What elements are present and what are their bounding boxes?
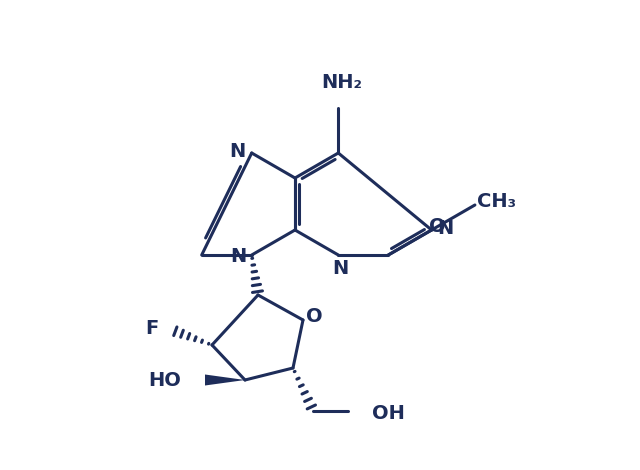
Text: N: N (438, 219, 454, 237)
Text: N: N (332, 259, 348, 279)
Text: N: N (230, 141, 246, 160)
Text: NH₂: NH₂ (321, 73, 362, 92)
Text: O: O (306, 307, 323, 327)
Text: OH: OH (372, 404, 405, 423)
Text: F: F (145, 319, 158, 337)
Text: N: N (230, 248, 247, 266)
Polygon shape (205, 375, 245, 385)
Text: CH₃: CH₃ (477, 191, 516, 211)
Text: O: O (429, 217, 446, 235)
Text: HO: HO (148, 370, 181, 390)
